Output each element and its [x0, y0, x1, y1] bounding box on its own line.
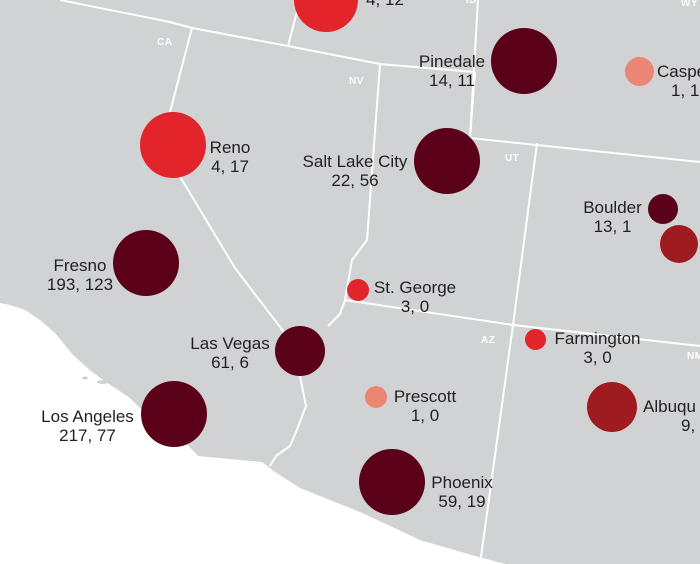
state-label-ca: CA: [157, 37, 173, 48]
city-name: Los Angeles: [41, 407, 134, 426]
city-name: Las Vegas: [190, 334, 270, 353]
city-label: St. George 3, 0: [365, 278, 465, 316]
border-ca-or: [169, 27, 193, 113]
city-name: Albuqu: [643, 397, 696, 416]
state-label-ut: UT: [505, 153, 520, 164]
border-az-nm: [479, 324, 514, 564]
city-stats: 13, 1: [593, 217, 632, 236]
city-name: St. George: [373, 278, 457, 297]
border-wy-south: [469, 137, 700, 163]
state-label-id: ID: [466, 0, 477, 6]
border-ut-north: [379, 63, 476, 73]
city-label: Las Vegas 61, 6: [180, 334, 280, 372]
city-name: Boulder: [583, 198, 642, 217]
city-name: Caspe: [657, 62, 700, 81]
city-label: Salt Lake City 22, 56: [290, 152, 420, 190]
border-ca-nv-diagonal: [169, 159, 307, 467]
city-bubble: [414, 128, 480, 194]
city-stats: 4, 12: [340, 0, 430, 9]
city-bubble: [648, 194, 678, 224]
city-stats: 59, 19: [438, 492, 486, 511]
city-name: Salt Lake City: [302, 152, 408, 171]
city-bubble: [491, 28, 557, 94]
city-stats: 193, 123: [46, 275, 114, 294]
city-name: Phoenix: [431, 473, 493, 492]
city-label: Pinedale 14, 11: [402, 52, 502, 90]
city-stats: 14, 11: [428, 71, 475, 90]
city-label: Prescott 1, 0: [385, 387, 465, 425]
city-bubble: [347, 279, 369, 301]
state-label-wy: WY: [681, 0, 699, 9]
city-stats: 217, 77: [59, 426, 116, 445]
city-name: Prescott: [393, 387, 457, 406]
city-label: Fresno 193, 123: [30, 256, 130, 294]
island: [97, 380, 109, 384]
city-stats: 3, 0: [400, 297, 430, 316]
city-label: Reno 4, 17: [200, 138, 260, 176]
city-stats: 61, 6: [211, 353, 249, 372]
city-bubble: [660, 225, 698, 263]
border-nv-ut: [327, 63, 381, 327]
city-stats: 4, 17: [211, 157, 249, 176]
city-name: Pinedale: [418, 52, 486, 71]
island: [82, 376, 88, 380]
city-stats: 3, 0: [583, 348, 612, 367]
city-name: Fresno: [53, 256, 107, 275]
state-label-az: AZ: [481, 335, 496, 346]
city-label: 4, 12: [340, 0, 430, 9]
border-ca-north-top: [59, 0, 193, 29]
city-label: Los Angeles 217, 77: [30, 407, 145, 445]
city-stats: 1, 1: [671, 81, 700, 100]
city-stats: 22, 56: [331, 171, 379, 190]
border-ut-co: [512, 142, 538, 326]
city-label: Phoenix 59, 19: [423, 473, 501, 511]
city-label: Albuqu 9,: [643, 397, 696, 435]
city-label: Caspe 1, 1: [657, 62, 700, 100]
city-bubble: [359, 449, 425, 515]
city-bubble: [275, 326, 325, 376]
city-bubble: [625, 57, 654, 86]
island: [122, 389, 130, 393]
city-bubble: [365, 386, 387, 408]
city-stats: 9,: [681, 416, 696, 435]
city-bubble: [140, 112, 206, 178]
city-label: Farmington 3, 0: [545, 329, 650, 367]
city-bubble: [113, 230, 179, 296]
city-label: Boulder 13, 1: [570, 198, 655, 236]
city-bubble: [141, 381, 207, 447]
city-stats: 1, 0: [410, 406, 440, 425]
city-name: Farmington: [554, 329, 641, 348]
city-bubble: [587, 382, 637, 432]
state-label-nv: NV: [349, 76, 364, 87]
city-bubble: [525, 329, 546, 350]
state-label-nm: NM: [687, 351, 700, 362]
city-name: Reno: [209, 138, 251, 157]
